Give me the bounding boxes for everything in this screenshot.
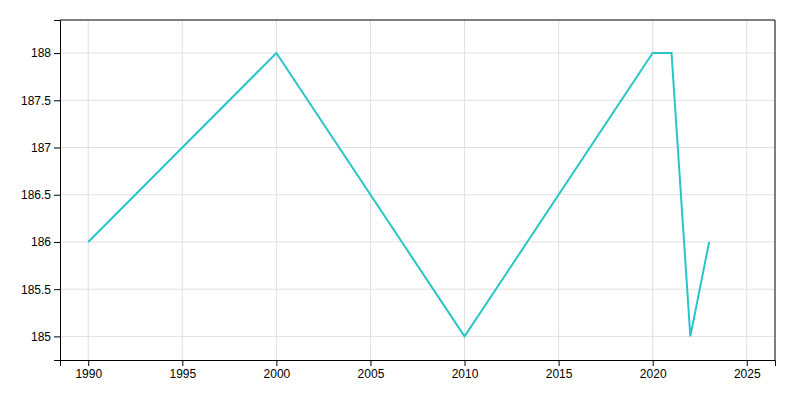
grid-line-x	[370, 20, 371, 360]
tick-label: 185	[31, 330, 51, 344]
marks	[88, 53, 709, 336]
tick-mark	[54, 195, 60, 196]
grid-line-y	[60, 100, 775, 101]
grid-line-y	[60, 194, 775, 195]
plot: 1990 1995 2000 2005 2010 2015 2020 2025 185 185.5…	[21, 20, 776, 381]
y-axis: 185 185.5 186 186.5 187 187.5 188	[21, 21, 61, 361]
frame-top	[60, 20, 775, 21]
tick-label: 188	[31, 46, 51, 60]
tick: 185	[31, 330, 60, 344]
tick-mark	[370, 360, 371, 366]
tick-label: 186.5	[21, 188, 51, 202]
tick-mark	[54, 336, 60, 337]
tick-label: 2000	[264, 367, 291, 381]
axis-line	[54, 21, 61, 361]
chart: 1990 1995 2000 2005 2010 2015 2020 2025 185 185.5…	[0, 0, 800, 400]
tick-mark	[653, 360, 654, 366]
tick-mark	[54, 148, 60, 149]
tick: 187.5	[21, 94, 60, 108]
grid	[60, 20, 775, 360]
tick-mark	[54, 53, 60, 54]
grid-line-x	[182, 20, 183, 360]
tick-mark	[54, 100, 60, 101]
tick: 1995	[169, 360, 196, 381]
tick-mark	[747, 360, 748, 366]
grid-line-x	[88, 20, 89, 360]
tick-mark	[276, 360, 277, 366]
tick: 2005	[358, 360, 385, 381]
frame-right	[775, 20, 776, 360]
grid-line-y	[60, 289, 775, 290]
tick: 2020	[640, 360, 667, 381]
axis-line	[61, 361, 776, 367]
tick: 2010	[452, 360, 479, 381]
grid-line-x	[276, 20, 277, 360]
tick-label: 2005	[358, 367, 385, 381]
tick-label: 1990	[75, 367, 102, 381]
grid-line-y	[60, 241, 775, 242]
tick: 186	[31, 235, 60, 249]
tick-mark	[465, 360, 466, 366]
tick-mark	[88, 360, 89, 366]
tick-mark	[54, 289, 60, 290]
tick-label: 1995	[169, 367, 196, 381]
tick-label: 2020	[640, 367, 667, 381]
grid-line-x	[464, 20, 465, 360]
tick: 2025	[734, 360, 761, 381]
x-axis: 1990 1995 2000 2005 2010 2015 2020 2025	[61, 360, 776, 381]
grid-line-y	[60, 336, 775, 337]
tick-mark	[54, 242, 60, 243]
tick-label: 186	[31, 235, 51, 249]
tick-mark	[559, 360, 560, 366]
tick: 2000	[264, 360, 291, 381]
tick-label: 185.5	[21, 283, 51, 297]
tick-mark	[182, 360, 183, 366]
tick-label: 187.5	[21, 94, 51, 108]
tick: 2015	[546, 360, 573, 381]
tick-label: 2010	[452, 367, 479, 381]
line	[88, 53, 709, 336]
tick: 187	[31, 141, 60, 155]
grid-line-x	[746, 20, 747, 360]
tick-label: 187	[31, 141, 51, 155]
grid-line-x	[652, 20, 653, 360]
grid-line-x	[558, 20, 559, 360]
tick-label: 2025	[734, 367, 761, 381]
tick: 1990	[75, 360, 102, 381]
tick: 186.5	[21, 188, 60, 202]
grid-line-y	[60, 147, 775, 148]
tick: 188	[31, 46, 60, 60]
tick-label: 2015	[546, 367, 573, 381]
tick: 185.5	[21, 283, 60, 297]
